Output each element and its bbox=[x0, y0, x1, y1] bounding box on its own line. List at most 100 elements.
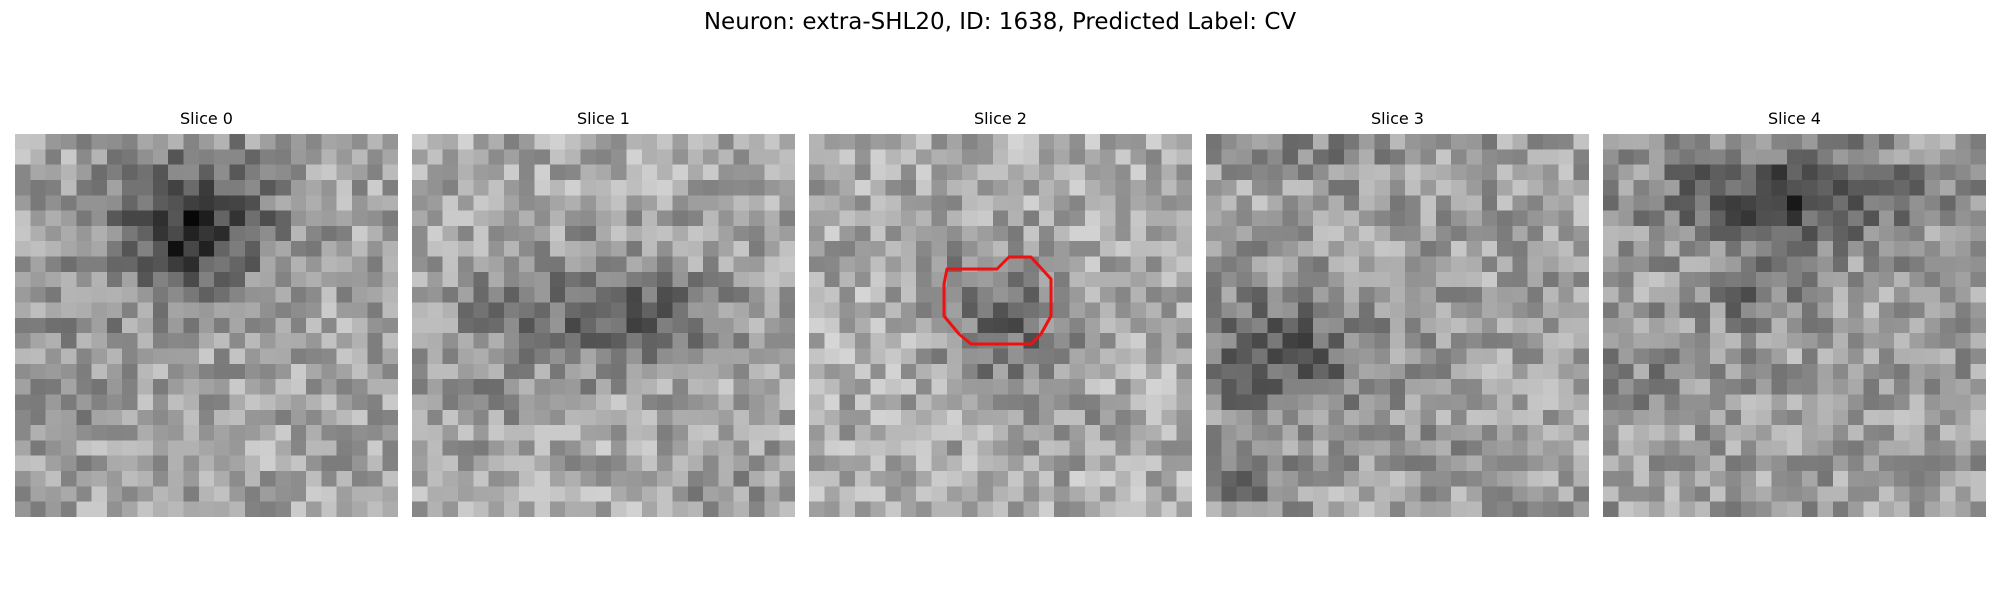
image-pixel bbox=[764, 333, 781, 350]
image-pixel bbox=[137, 501, 154, 517]
image-pixel bbox=[641, 225, 658, 242]
image-pixel bbox=[122, 425, 139, 441]
image-pixel bbox=[137, 179, 154, 196]
image-pixel bbox=[672, 210, 689, 227]
image-pixel bbox=[1038, 409, 1055, 426]
image-pixel bbox=[1756, 241, 1773, 258]
image-pixel bbox=[1725, 486, 1742, 503]
image-pixel bbox=[549, 287, 566, 304]
image-pixel bbox=[946, 501, 963, 517]
image-pixel bbox=[1267, 425, 1284, 441]
image-pixel bbox=[1176, 164, 1192, 181]
image-pixel bbox=[30, 195, 47, 212]
image-pixel bbox=[1603, 256, 1619, 273]
image-pixel bbox=[1359, 287, 1376, 304]
image-pixel bbox=[1894, 333, 1910, 350]
image-pixel bbox=[1848, 271, 1865, 288]
image-pixel bbox=[1069, 501, 1086, 517]
image-pixel bbox=[352, 302, 368, 319]
image-pixel bbox=[1573, 210, 1589, 227]
image-pixel bbox=[122, 287, 139, 304]
image-pixel bbox=[1267, 501, 1284, 517]
image-pixel bbox=[1282, 317, 1299, 334]
image-pixel bbox=[854, 256, 871, 273]
image-pixel bbox=[641, 149, 658, 166]
image-pixel bbox=[626, 271, 643, 288]
image-pixel bbox=[977, 195, 994, 212]
image-pixel bbox=[1282, 394, 1299, 411]
image-pixel bbox=[1389, 409, 1406, 426]
image-pixel bbox=[809, 501, 825, 517]
image-pixel bbox=[1251, 455, 1268, 472]
image-pixel bbox=[1648, 149, 1665, 166]
image-pixel bbox=[718, 149, 735, 166]
image-pixel bbox=[321, 348, 338, 365]
image-pixel bbox=[275, 225, 292, 242]
image-pixel bbox=[1146, 302, 1162, 319]
image-pixel bbox=[412, 134, 428, 150]
image-pixel bbox=[1558, 379, 1575, 396]
image-pixel bbox=[1115, 363, 1132, 380]
image-pixel bbox=[1848, 455, 1865, 472]
image-pixel bbox=[779, 241, 795, 258]
image-pixel bbox=[15, 195, 31, 212]
image-pixel bbox=[214, 317, 231, 334]
image-pixel bbox=[214, 394, 231, 411]
image-pixel bbox=[1236, 348, 1253, 365]
image-pixel bbox=[1756, 379, 1773, 396]
image-pixel bbox=[611, 164, 628, 181]
image-pixel bbox=[152, 379, 169, 396]
image-pixel bbox=[1618, 225, 1635, 242]
image-pixel bbox=[1343, 134, 1360, 150]
image-pixel bbox=[290, 179, 307, 196]
image-pixel bbox=[1374, 363, 1391, 380]
image-pixel bbox=[1420, 471, 1437, 487]
image-pixel bbox=[1405, 241, 1422, 258]
image-pixel bbox=[1405, 455, 1422, 472]
image-pixel bbox=[1497, 271, 1513, 288]
image-pixel bbox=[1405, 179, 1422, 196]
image-pixel bbox=[916, 409, 933, 426]
image-pixel bbox=[122, 210, 139, 227]
image-pixel bbox=[152, 425, 169, 441]
image-pixel bbox=[718, 486, 735, 503]
image-pixel bbox=[473, 425, 490, 441]
image-pixel bbox=[367, 379, 384, 396]
image-pixel bbox=[352, 394, 368, 411]
image-pixel bbox=[641, 440, 658, 457]
image-pixel bbox=[1206, 348, 1222, 365]
image-pixel bbox=[122, 333, 139, 350]
image-pixel bbox=[503, 149, 520, 166]
image-pixel bbox=[367, 256, 384, 273]
image-pixel bbox=[1955, 225, 1972, 242]
image-pixel bbox=[1694, 486, 1711, 503]
image-pixel bbox=[91, 363, 108, 380]
image-pixel bbox=[1236, 225, 1253, 242]
image-pixel bbox=[962, 486, 979, 503]
image-pixel bbox=[45, 425, 62, 441]
image-pixel bbox=[1527, 225, 1544, 242]
image-pixel bbox=[275, 471, 292, 487]
image-pixel bbox=[900, 333, 917, 350]
image-pixel bbox=[1054, 455, 1071, 472]
image-pixel bbox=[1282, 333, 1299, 350]
image-pixel bbox=[1161, 225, 1178, 242]
image-pixel bbox=[30, 241, 47, 258]
image-pixel bbox=[1466, 409, 1483, 426]
image-pixel bbox=[1664, 287, 1681, 304]
image-pixel bbox=[595, 210, 612, 227]
image-pixel bbox=[687, 379, 704, 396]
image-pixel bbox=[1313, 302, 1330, 319]
image-pixel bbox=[1435, 179, 1452, 196]
image-pixel bbox=[1573, 455, 1589, 472]
image-pixel bbox=[1786, 179, 1803, 196]
image-pixel bbox=[1802, 471, 1819, 487]
image-pixel bbox=[1512, 241, 1529, 258]
image-pixel bbox=[168, 225, 185, 242]
image-pixel bbox=[1176, 271, 1192, 288]
image-pixel bbox=[1955, 149, 1972, 166]
image-pixel bbox=[1664, 271, 1681, 288]
image-pixel bbox=[367, 501, 384, 517]
image-pixel bbox=[1023, 425, 1040, 441]
image-pixel bbox=[106, 179, 123, 196]
